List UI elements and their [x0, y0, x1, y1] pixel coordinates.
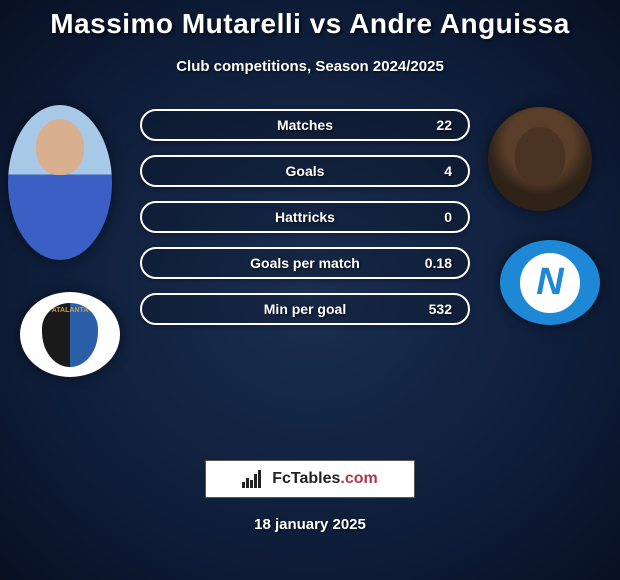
- club-left-name: ATALANTA: [42, 307, 98, 314]
- stat-row: Min per goal 532: [140, 293, 470, 325]
- stat-value: 532: [429, 301, 452, 317]
- player-left-head: [36, 119, 84, 175]
- stat-row: Goals 4: [140, 155, 470, 187]
- player-left-avatar: [8, 105, 112, 260]
- stats-list: Matches 22 Goals 4 Hattricks 0 Goals per…: [140, 109, 470, 339]
- brand-name: FcTables: [272, 470, 340, 487]
- club-left-shield: ATALANTA: [42, 303, 98, 367]
- stat-row: Hattricks 0: [140, 201, 470, 233]
- player-right-avatar: [488, 107, 592, 211]
- brand-badge: FcTables.com: [205, 460, 415, 498]
- stat-value: 0: [444, 209, 452, 225]
- club-right-letter: N: [517, 250, 583, 316]
- player-right-head: [515, 127, 565, 185]
- page-title: Massimo Mutarelli vs Andre Anguissa: [0, 0, 620, 40]
- stat-value: 0.18: [425, 255, 452, 271]
- stat-row: Goals per match 0.18: [140, 247, 470, 279]
- stat-label: Goals: [286, 163, 325, 179]
- stat-label: Hattricks: [275, 209, 335, 225]
- club-right-badge: N: [500, 240, 600, 325]
- brand-domain: .com: [340, 470, 377, 487]
- stat-label: Min per goal: [264, 301, 346, 317]
- stat-label: Goals per match: [250, 255, 360, 271]
- date-label: 18 january 2025: [0, 516, 620, 533]
- stat-row: Matches 22: [140, 109, 470, 141]
- subtitle: Club competitions, Season 2024/2025: [0, 58, 620, 75]
- chart-icon: [242, 470, 266, 488]
- comparison-panel: ATALANTA N Matches 22 Goals 4 Hattricks …: [0, 105, 620, 405]
- brand-text: FcTables.com: [272, 470, 378, 488]
- stat-value: 4: [444, 163, 452, 179]
- stat-value: 22: [436, 117, 452, 133]
- club-left-badge: ATALANTA: [20, 292, 120, 377]
- stat-label: Matches: [277, 117, 333, 133]
